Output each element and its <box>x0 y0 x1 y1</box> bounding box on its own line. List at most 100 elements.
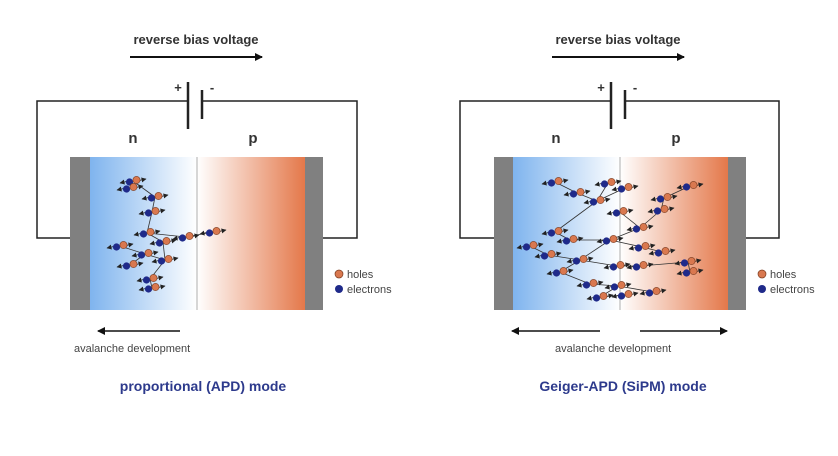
electron-dot <box>609 263 618 271</box>
electron-dot <box>547 229 556 237</box>
hole-dot <box>154 192 163 200</box>
electron-hole-pair <box>647 205 675 215</box>
electron-hole-pair <box>606 207 634 217</box>
hole-dot <box>119 241 128 249</box>
hole-dot <box>624 183 633 191</box>
hole-dot <box>132 176 141 184</box>
electron-hole-pair <box>586 292 614 302</box>
electron-hole-pair <box>133 228 161 238</box>
electron-dot <box>656 195 665 203</box>
hole-dot <box>554 227 563 235</box>
plus-sign: + <box>174 80 182 95</box>
hole-dot <box>576 188 585 196</box>
p-label: p <box>671 130 680 147</box>
hole-dot <box>652 287 661 295</box>
electron-hole-pair <box>546 267 574 277</box>
electron-dot <box>178 234 187 242</box>
electron-hole-pair <box>116 183 144 193</box>
electron-hole-pair <box>136 274 164 284</box>
hole-dot <box>589 279 598 287</box>
hole-dot <box>689 267 698 275</box>
hole-dot <box>151 207 160 215</box>
n-label: n <box>128 130 137 147</box>
electron-dot <box>205 229 214 237</box>
electron-hole-pair <box>106 241 134 251</box>
electron-hole-pair <box>566 255 594 265</box>
hole-dot <box>609 235 618 243</box>
electron-dot <box>610 283 619 291</box>
hole-dot <box>596 196 605 204</box>
electron-hole-pair <box>596 235 624 245</box>
electron-hole-pair <box>611 183 639 193</box>
hole-dot <box>607 178 616 186</box>
hole-dot <box>617 281 626 289</box>
electron-dot <box>569 190 578 198</box>
electron-hole-pair <box>138 207 166 217</box>
hole-dot <box>569 235 578 243</box>
plus-sign: + <box>597 80 605 95</box>
right-contact <box>305 157 323 310</box>
electron-hole-pair <box>583 196 611 206</box>
hole-legend-dot <box>757 269 767 279</box>
hole-dot <box>663 193 672 201</box>
hole-dot <box>687 257 696 265</box>
avalanche-path <box>554 200 598 233</box>
electron-dot <box>112 243 121 251</box>
minus-sign: - <box>210 80 214 95</box>
electron-dot <box>617 185 626 193</box>
p-label: p <box>248 130 257 147</box>
electron-hole-pair <box>639 287 667 297</box>
hole-dot <box>661 247 670 255</box>
voltage-label: reverse bias voltage <box>555 32 680 47</box>
hole-dot <box>616 261 625 269</box>
legend-electrons: electrons <box>770 284 815 296</box>
mode-title: proportional (APD) mode <box>120 378 287 394</box>
avalanche-label: avalanche development <box>74 343 190 355</box>
electron-dot <box>144 209 153 217</box>
electron-hole-pair <box>151 255 179 265</box>
electron-dot <box>540 252 549 260</box>
electron-dot <box>632 263 641 271</box>
legend-holes: holes <box>770 269 797 281</box>
electron-hole-pair <box>676 267 704 277</box>
hole-dot <box>624 290 633 298</box>
panel-proportional: reverse bias voltage + - n p holes elect… <box>36 32 392 394</box>
hole-dot <box>689 181 698 189</box>
electron-dot <box>612 209 621 217</box>
electron-hole-pair <box>626 223 654 233</box>
electron-hole-pair <box>534 250 562 260</box>
electron-dot <box>522 243 531 251</box>
electron-dot <box>137 251 146 259</box>
electron-hole-pair <box>116 260 144 270</box>
electron-dot <box>157 257 166 265</box>
electron-dot <box>682 269 691 277</box>
electron-hole-pair <box>149 237 177 247</box>
electron-dot <box>682 183 691 191</box>
electron-dot <box>654 249 663 257</box>
hole-dot <box>151 283 160 291</box>
electron-hole-pair <box>131 249 159 259</box>
electron-dot <box>552 269 561 277</box>
electron-hole-pair <box>650 193 678 203</box>
electron-hole-pair <box>674 257 702 267</box>
electron-dot <box>139 230 148 238</box>
hole-dot <box>129 260 138 268</box>
electron-hole-pair <box>603 261 631 271</box>
circuit-wire <box>459 100 780 239</box>
electron-hole-pair <box>516 241 544 251</box>
electron-dot <box>122 262 131 270</box>
electron-dot <box>600 180 609 188</box>
electron-dot <box>547 179 556 187</box>
hole-dot <box>146 228 155 236</box>
hole-dot <box>212 227 221 235</box>
hole-dot <box>547 250 556 258</box>
hole-dot <box>129 183 138 191</box>
hole-dot <box>639 223 648 231</box>
hole-dot <box>641 242 650 250</box>
n-label: n <box>551 130 560 147</box>
p-region <box>197 157 305 310</box>
electron-legend-dot <box>758 285 766 293</box>
electron-dot <box>680 259 689 267</box>
electron-hole-pair <box>138 283 166 293</box>
